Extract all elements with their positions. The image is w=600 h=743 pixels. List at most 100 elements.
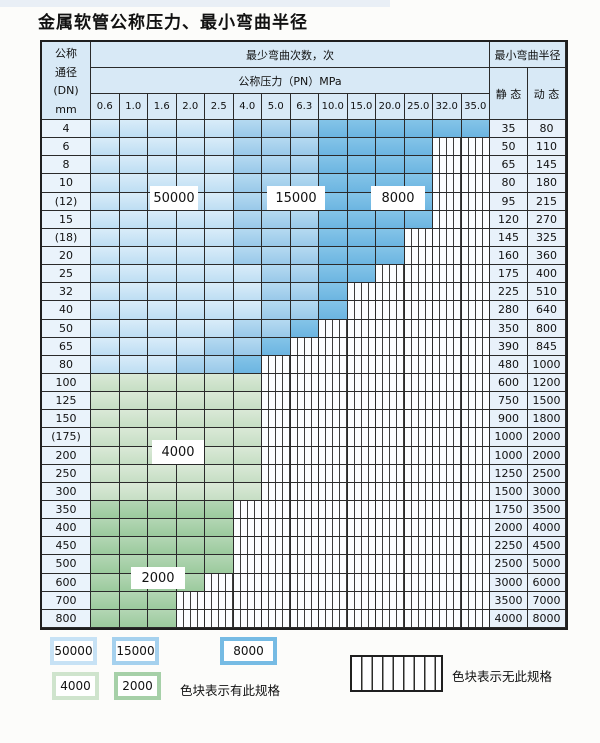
dn-header-line: mm <box>55 102 77 116</box>
zone-cell-x <box>376 301 405 320</box>
zone-cell-x <box>376 428 405 447</box>
zone-cell-50k <box>205 120 234 139</box>
zone-cell-8k <box>319 283 348 302</box>
dynamic-radius-cell: 3500 <box>528 500 566 520</box>
zone-cell-50k <box>233 301 262 320</box>
zone-cell-8k <box>319 301 348 320</box>
zone-cell-15k <box>290 228 319 247</box>
pressure-header-cell: 25.0 <box>404 94 433 120</box>
zone-cell-15k <box>290 210 319 229</box>
table-body: 4 35 80 6 50 110 8 65 145 10 80 180 (12) 95 215 15 120 27… <box>42 120 566 628</box>
legend-swatch-8000: 8000 <box>220 637 277 665</box>
zone-cell-50k <box>148 246 177 266</box>
zone-cell-15k <box>233 120 262 139</box>
zone-cell-15k <box>262 246 291 266</box>
zone-cell-4k <box>176 482 205 501</box>
dn-cell: 32 <box>42 283 91 302</box>
dynamic-radius-cell: 2500 <box>528 464 566 483</box>
zone-cell-50k <box>91 192 120 211</box>
zone-cell-8k <box>404 210 433 229</box>
zone-cell-4k <box>233 373 262 393</box>
zone-cell-x <box>404 609 433 628</box>
dn-cell: (12) <box>42 192 91 211</box>
static-radius-cell: 120 <box>490 210 528 229</box>
static-radius-cell: 3500 <box>490 591 528 610</box>
zone-cell-x <box>433 591 462 610</box>
zone-cell-x <box>461 555 490 574</box>
zone-cell-15k <box>290 156 319 175</box>
pressure-header-cell: 2.5 <box>205 94 234 120</box>
zone-cell-x <box>461 482 490 501</box>
zone-cell-8k <box>319 246 348 266</box>
zone-cell-x <box>404 591 433 610</box>
zone-cell-15k <box>262 156 291 175</box>
dn-cell: (175) <box>42 428 91 447</box>
zone-cell-x <box>376 265 405 284</box>
dn-cell: 20 <box>42 246 91 266</box>
zone-cell-15k <box>262 301 291 320</box>
zone-cell-x <box>461 319 490 338</box>
zone-cell-8k <box>376 210 405 229</box>
zone-label-8000: 8000 <box>371 186 425 210</box>
zone-cell-x <box>433 246 462 266</box>
zone-cell-x <box>404 410 433 429</box>
zone-cell-50k <box>205 246 234 266</box>
zone-cell-50k <box>148 138 177 157</box>
zone-cell-50k <box>119 174 148 193</box>
zone-cell-50k <box>176 228 205 247</box>
zone-cell-15k <box>233 156 262 175</box>
static-radius-cell: 1750 <box>490 500 528 520</box>
zone-cell-x <box>461 591 490 610</box>
zone-cell-50k <box>119 301 148 320</box>
zone-cell-8k <box>319 138 348 157</box>
zone-cell-8k <box>290 319 319 338</box>
zone-cell-50k <box>148 228 177 247</box>
zone-cell-50k <box>148 210 177 229</box>
zone-cell-x <box>461 537 490 556</box>
dynamic-radius-cell: 360 <box>528 246 566 266</box>
zone-cell-50k <box>91 174 120 193</box>
dn-column-header: 公称 通径 (DN) mm <box>42 42 91 120</box>
zone-cell-4k <box>119 464 148 483</box>
zone-cell-x <box>404 464 433 483</box>
static-radius-cell: 3000 <box>490 573 528 592</box>
zone-cell-x <box>347 573 376 592</box>
zone-cell-15k <box>205 355 234 374</box>
zone-cell-50k <box>91 265 120 284</box>
zone-cell-50k <box>91 120 120 139</box>
zone-cell-50k <box>91 283 120 302</box>
zone-cell-8k <box>319 265 348 284</box>
zone-cell-4k <box>205 410 234 429</box>
zone-cell-4k <box>205 482 234 501</box>
zone-cell-50k <box>205 210 234 229</box>
zone-cell-x <box>319 319 348 338</box>
bend-times-header: 最少弯曲次数，次 <box>91 42 490 68</box>
zone-cell-4k <box>148 464 177 483</box>
dn-cell: 125 <box>42 392 91 411</box>
pressure-header-cell: 32.0 <box>433 94 462 120</box>
zone-cell-4k <box>91 464 120 483</box>
legend-swatch-50000: 50000 <box>50 637 97 665</box>
static-radius-cell: 95 <box>490 192 528 211</box>
zone-cell-x <box>461 410 490 429</box>
zone-cell-x <box>461 301 490 320</box>
zone-cell-50k <box>205 138 234 157</box>
pressure-header-cell: 6.3 <box>290 94 319 120</box>
dn-header-line: 通径 <box>55 65 77 79</box>
pressure-header-cell: 35.0 <box>461 94 490 120</box>
zone-cell-50k <box>176 265 205 284</box>
zone-cell-x <box>433 537 462 556</box>
dn-cell: 300 <box>42 482 91 501</box>
zone-cell-x <box>290 482 319 501</box>
zone-cell-x <box>290 373 319 393</box>
pressure-header-cell: 10.0 <box>319 94 348 120</box>
zone-cell-8k <box>376 120 405 139</box>
dynamic-radius-cell: 5000 <box>528 555 566 574</box>
zone-cell-4k <box>176 410 205 429</box>
zone-cell-15k <box>262 120 291 139</box>
zone-cell-50k <box>119 210 148 229</box>
zone-cell-8k <box>319 228 348 247</box>
dn-cell: (18) <box>42 228 91 247</box>
static-radius-cell: 2000 <box>490 519 528 538</box>
zone-cell-x <box>262 519 291 538</box>
